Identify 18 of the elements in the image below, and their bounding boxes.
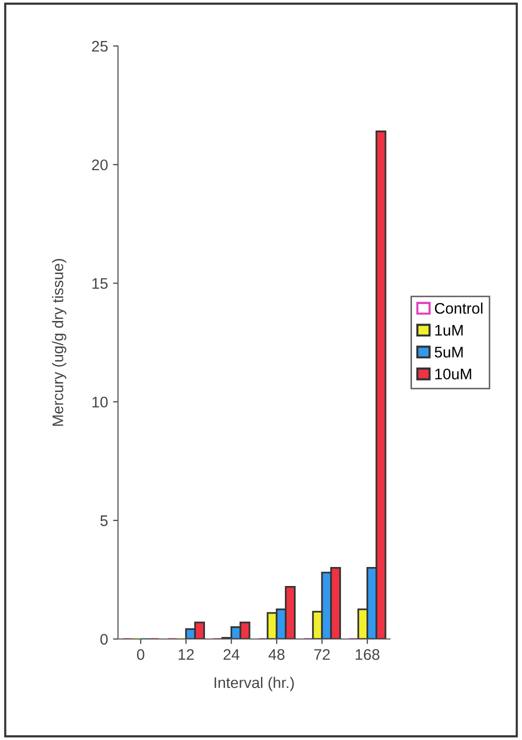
legend-label: 5uM [434,346,463,358]
x-tick-label: 12 [178,649,194,660]
y-tick-label: 25 [92,40,108,52]
x-tick-label: 24 [224,649,240,660]
x-axis-title: Interval (hr.) [214,676,294,692]
legend-label: Control [434,302,482,314]
legend-label: 1uM [435,325,463,336]
y-axis-title: Mercury (ug/g dry tissue) [52,258,66,426]
legend-label: 10uM [435,368,472,380]
y-tick-label: 0 [100,634,108,645]
x-tick-label: 0 [137,649,144,660]
y-tick-label: 20 [92,159,108,170]
x-tick-label: 48 [268,649,284,660]
x-tick-label: 168 [356,649,380,660]
y-tick-label: 15 [92,278,108,289]
y-tick-label: 10 [92,396,108,408]
y-tick-label: 5 [100,515,108,526]
x-tick-label: 72 [314,649,330,660]
